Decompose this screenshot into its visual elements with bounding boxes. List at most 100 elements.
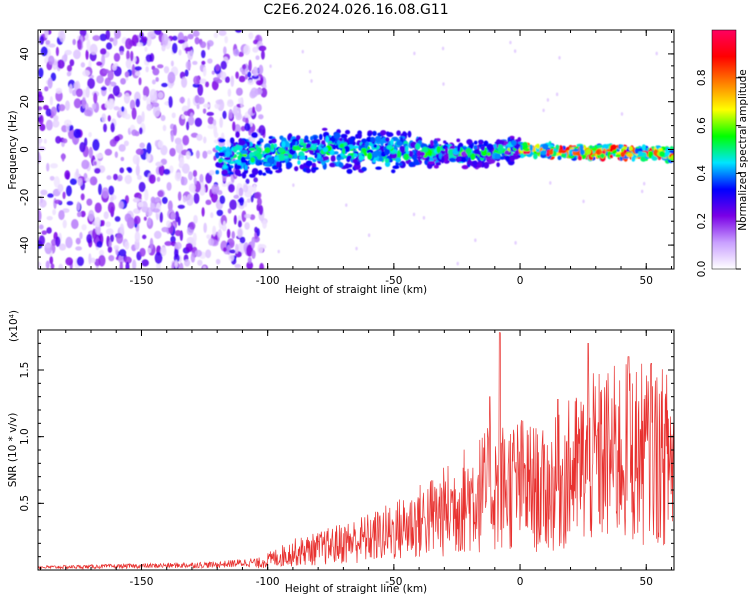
heatmap-cell [73, 98, 82, 109]
heatmap-cell [39, 35, 45, 45]
heatmap-cell [73, 49, 81, 60]
heatmap-cell [38, 209, 42, 222]
heatmap-cell [127, 167, 133, 173]
heatmap-cell [226, 100, 234, 108]
heatmap-cell [337, 154, 341, 158]
heatmap-cell [132, 197, 141, 203]
heatmap-cell [322, 156, 330, 161]
heatmap-cell [55, 136, 62, 144]
heatmap-cell [264, 147, 271, 154]
heatmap-cell [237, 228, 243, 238]
heatmap-cell [522, 142, 528, 148]
heatmap-cell [53, 176, 60, 188]
heatmap-cell [107, 70, 114, 81]
heatmap-cell [188, 171, 193, 181]
heatmap-cell [154, 140, 159, 147]
heatmap-cell [125, 38, 133, 50]
heatmap-cell [427, 161, 435, 165]
heatmap-cell [50, 106, 57, 117]
heatmap-cell [85, 49, 89, 60]
heatmap-cell [169, 165, 174, 174]
heatmap-cell [236, 186, 240, 198]
heatmap-cell [82, 69, 91, 77]
heatmap-cell [193, 75, 200, 85]
heatmap-cell [66, 64, 73, 72]
heatmap-cell [384, 137, 390, 143]
heatmap-cell [536, 143, 540, 149]
heatmap-cell [124, 241, 130, 250]
heatmap-cell [170, 212, 176, 220]
heatmap-cell [258, 169, 263, 176]
colorbar-tick-label: 0.8 [696, 69, 708, 86]
heatmap-cell [251, 74, 259, 80]
heatmap-cell [242, 184, 249, 193]
heatmap-cell [219, 195, 226, 205]
heatmap-cell [207, 58, 213, 64]
heatmap-cell [129, 99, 136, 110]
heatmap-cell [407, 130, 412, 138]
heatmap-cell [199, 41, 207, 49]
heatmap-cell [483, 140, 489, 147]
heatmap-cell [412, 212, 416, 217]
heatmap-cell [119, 167, 125, 174]
heatmap-cell [194, 37, 200, 45]
heatmap-cell [254, 88, 263, 95]
heatmap-cell [432, 139, 438, 145]
heatmap-cell [55, 46, 59, 57]
heatmap-cell [436, 145, 441, 154]
heatmap-cell [40, 46, 48, 57]
heatmap-cell [299, 142, 305, 146]
x-tick-label: -50 [385, 275, 402, 287]
snr-panel: -150 -100 -50 0 50 0.5 1.0 1.5 Height of strai… [7, 310, 675, 595]
heatmap-cell [242, 153, 248, 158]
heatmap-cell [259, 162, 263, 166]
heatmap-cell [234, 163, 238, 170]
heatmap-cell [380, 129, 387, 136]
heatmap-cell [72, 38, 76, 46]
heatmap-cell [435, 161, 442, 166]
heatmap-cell [256, 152, 263, 160]
heatmap-cell [142, 36, 148, 43]
heatmap-cell [305, 168, 311, 174]
heatmap-cell [77, 177, 83, 187]
heatmap-cell [255, 55, 260, 61]
heatmap-cell [310, 136, 314, 141]
heatmap-cell [254, 191, 262, 199]
heatmap-cell [110, 234, 114, 243]
heatmap-cell [380, 138, 384, 146]
heatmap-cell [206, 150, 213, 155]
heatmap-cell [251, 250, 256, 259]
heatmap-cell [185, 151, 191, 160]
heatmap-cell [61, 153, 65, 162]
heatmap-cell [212, 119, 217, 127]
heatmap-cell [161, 44, 166, 52]
heatmap-cell [161, 196, 168, 204]
heatmap-cell [441, 46, 445, 51]
heatmap-cell [63, 119, 72, 127]
heatmap-cell [224, 76, 231, 83]
heatmap-cell [235, 131, 240, 138]
heatmap-cell [215, 63, 220, 72]
heatmap-cell [103, 123, 107, 133]
heatmap-cell [192, 169, 198, 178]
heatmap-cell [49, 175, 55, 181]
heatmap-cell [215, 170, 220, 175]
y-tick-label: -40 [19, 237, 31, 254]
heatmap-cell [241, 210, 247, 223]
heatmap-cell [255, 103, 262, 112]
heatmap-cell [212, 225, 217, 237]
heatmap-cell [299, 164, 305, 170]
heatmap-cell [179, 157, 185, 167]
heatmap-cell [186, 121, 190, 131]
heatmap-cell [415, 143, 421, 150]
heatmap-cell [64, 49, 72, 56]
heatmap-cell [48, 43, 56, 48]
heatmap-cell [223, 247, 227, 252]
heatmap-cell [218, 158, 223, 163]
heatmap-cell [91, 103, 97, 110]
heatmap-cell [45, 260, 50, 269]
heatmap-cell [260, 87, 268, 98]
heatmap-cell [112, 85, 120, 97]
heatmap-cell [64, 170, 71, 180]
heatmap-cell [114, 216, 121, 222]
